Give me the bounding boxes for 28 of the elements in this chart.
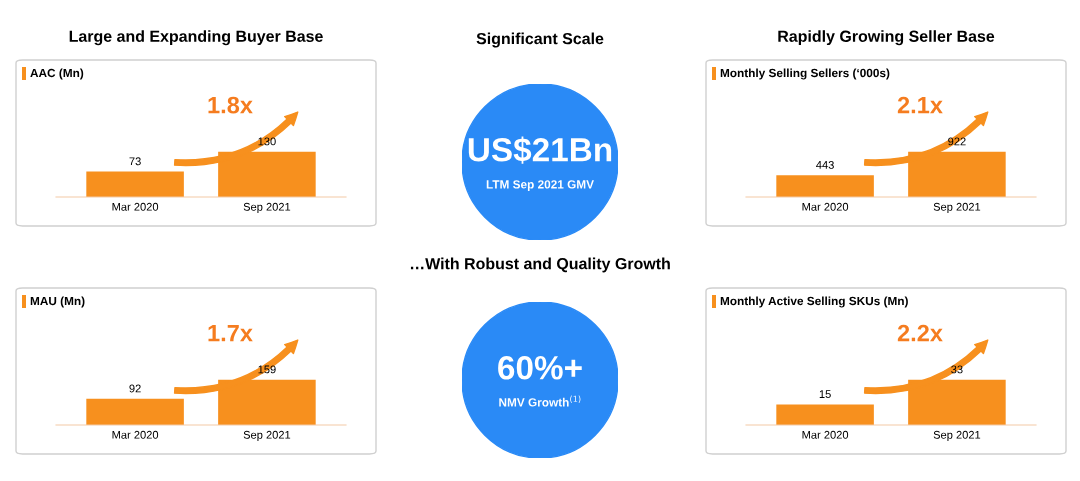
x-tick-label: Sep 2021	[933, 430, 981, 441]
text: 1.7x	[208, 324, 253, 342]
text: LTM Sep 2021 GMV	[486, 180, 594, 191]
chart-subtitle: Monthly Active Selling SKUs (Mn)	[720, 296, 908, 308]
x-tick-label: Mar 2020	[112, 430, 159, 439]
chart-title: Rapidly Growing Seller Base	[778, 30, 995, 46]
chart-subtitle: AAC (Mn)	[30, 68, 84, 80]
x-tick-label: Mar 2020	[112, 202, 159, 211]
text: 60%+	[498, 355, 582, 380]
text: Significant Scale	[476, 32, 604, 48]
text: US$21Bn	[468, 136, 612, 164]
data-label: 92	[129, 384, 141, 393]
x-tick-label: Mar 2020	[802, 202, 849, 211]
data-label: 73	[129, 157, 141, 166]
x-tick-label: Sep 2021	[243, 202, 291, 213]
chart-subtitle: Monthly Selling Sellers (‘000s)	[720, 68, 890, 80]
text: 2.2x	[897, 324, 943, 342]
text: 1.8x	[208, 96, 253, 114]
x-tick-label: Sep 2021	[243, 430, 291, 441]
x-tick-label: Sep 2021	[933, 202, 981, 213]
data-label: 15	[819, 390, 831, 399]
text: NMV Growth$^{(1)}$	[499, 395, 581, 407]
chart-title: Large and Expanding Buyer Base	[69, 30, 323, 46]
data-label: 443	[816, 161, 834, 169]
x-tick-label: Mar 2020	[802, 430, 849, 439]
text: …With Robust and Quality Growth	[410, 257, 670, 273]
chart-subtitle: MAU (Mn)	[30, 296, 85, 308]
text: 2.1x	[897, 96, 943, 114]
